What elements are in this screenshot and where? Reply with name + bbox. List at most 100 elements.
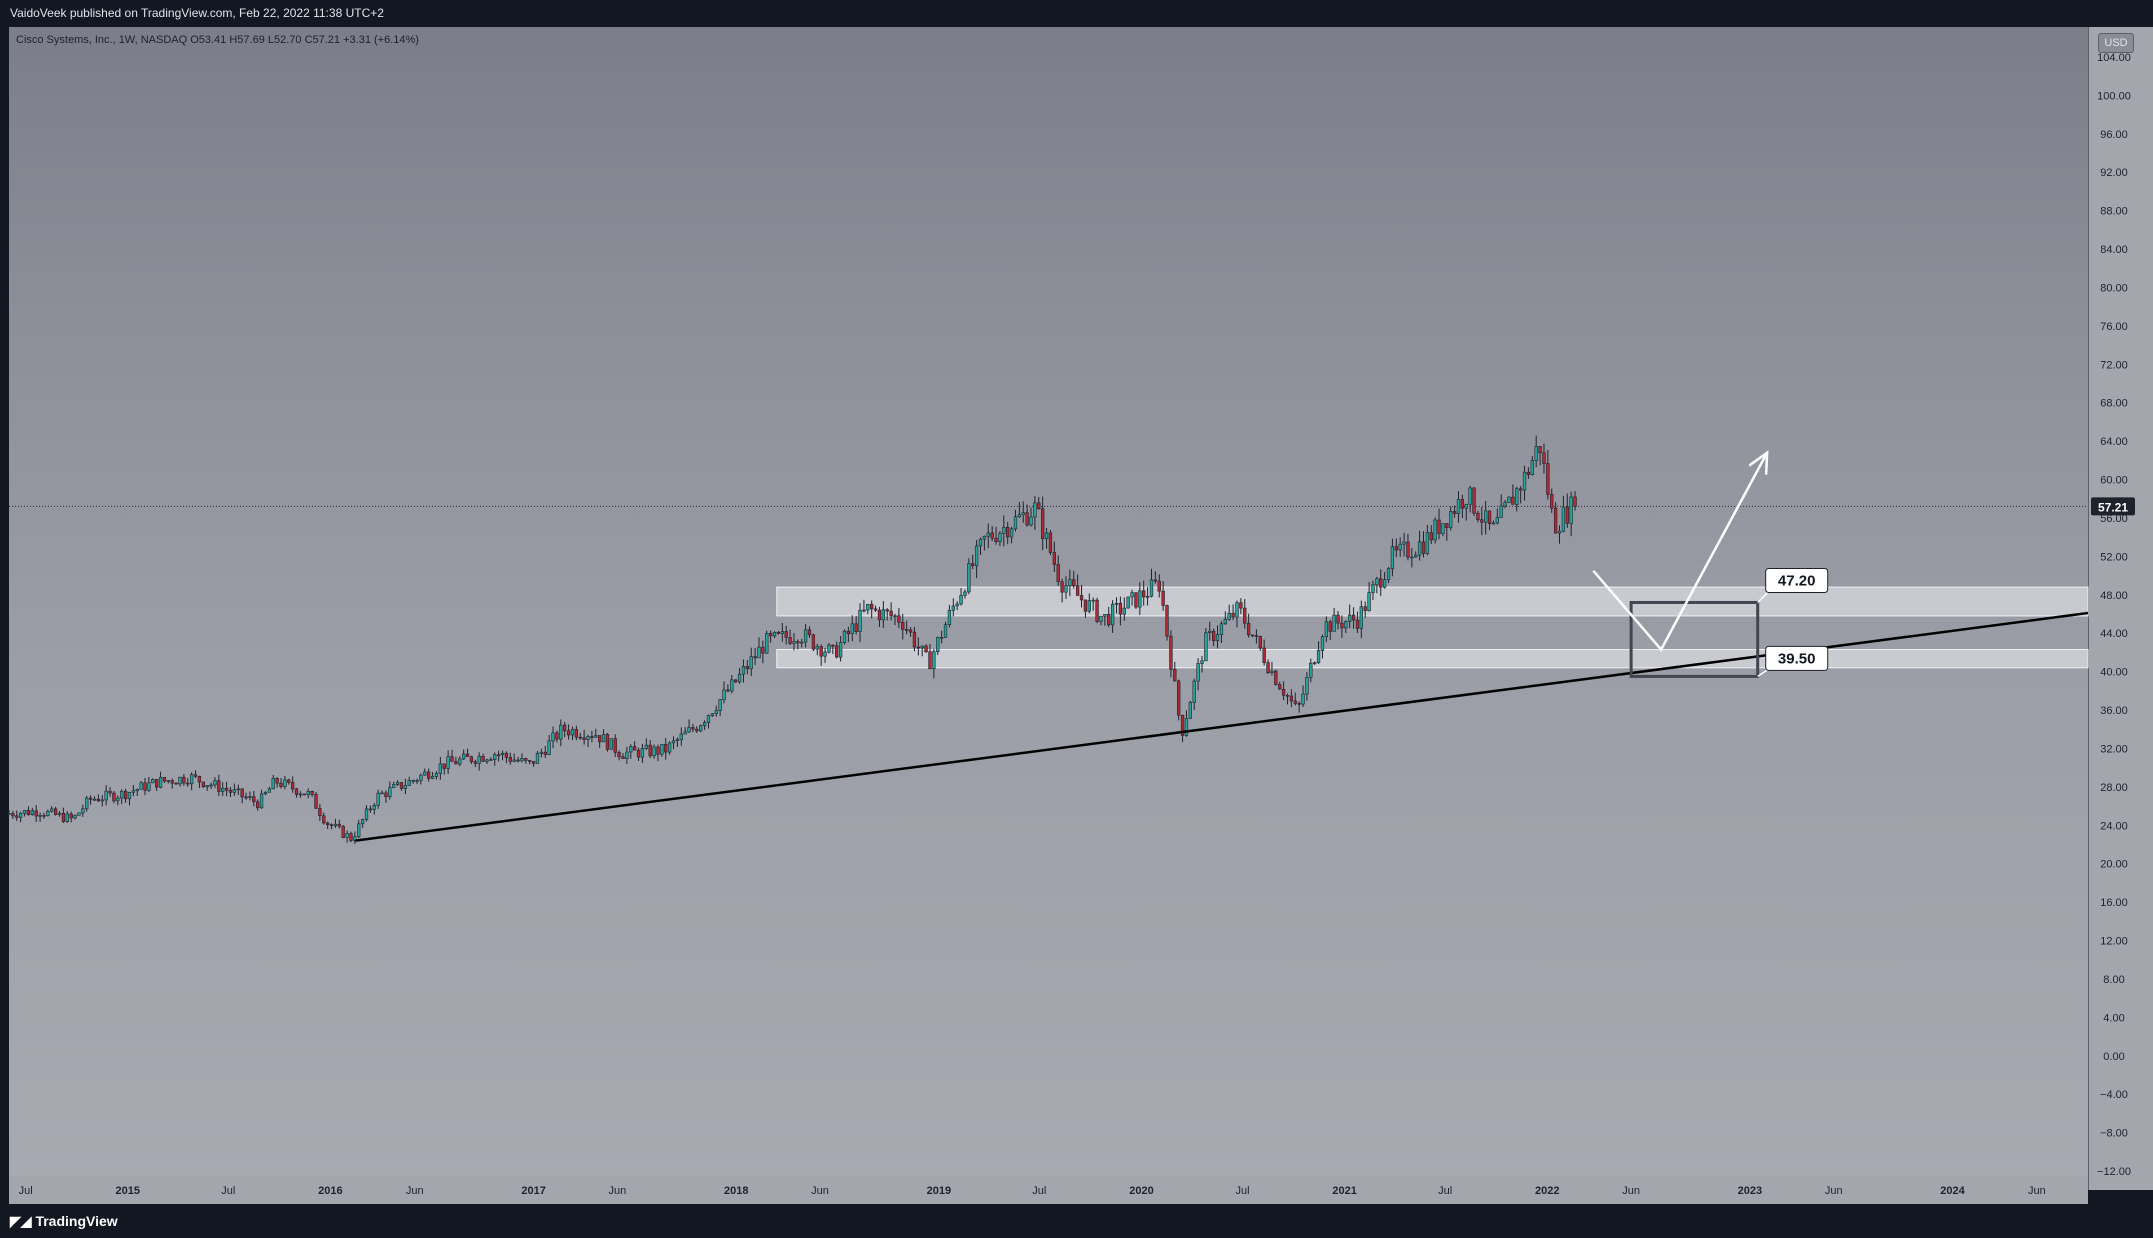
annotation-box [1765, 567, 1829, 593]
candle-body [986, 532, 990, 537]
candle-body [1351, 614, 1356, 621]
candle-body [189, 774, 194, 785]
candle-body [1402, 541, 1406, 545]
candle-body [1068, 579, 1072, 587]
candle-body [1134, 592, 1138, 608]
candle-body [671, 740, 676, 744]
candle-body [943, 624, 948, 638]
candle-body [1355, 619, 1360, 629]
candle-body [209, 784, 213, 787]
candle-body [271, 778, 275, 790]
candle-body [298, 793, 303, 796]
price-tick-label: 100.00 [2097, 90, 2131, 102]
price-tick-label: 32.00 [2100, 743, 2128, 755]
candle-body [1313, 662, 1317, 664]
candle-body [796, 641, 800, 644]
currency-badge[interactable]: USD [2098, 33, 2134, 53]
candle-body [1184, 718, 1189, 736]
candle-body [734, 679, 738, 683]
price-axis[interactable] [2088, 27, 2153, 1190]
candle-body [1246, 622, 1251, 636]
candle-body [625, 751, 629, 759]
price-tick-label: 24.00 [2100, 820, 2128, 832]
time-tick-label: Jul [1438, 1185, 1452, 1197]
candle-body [1344, 621, 1348, 629]
candle-body [765, 633, 769, 654]
candle-body [1072, 579, 1076, 587]
candle-body [1530, 460, 1534, 475]
price-tick-label: −12.00 [2097, 1166, 2131, 1178]
candle-body [228, 789, 233, 793]
candle-body [1546, 463, 1550, 495]
candle-body [866, 603, 870, 611]
candle-body [1006, 526, 1010, 538]
candle-body [590, 736, 594, 738]
candle-body [1048, 532, 1053, 553]
candle-body [1274, 670, 1278, 685]
candle-body [648, 744, 652, 757]
price-tick-label: 20.00 [2100, 859, 2128, 871]
candle-body [811, 634, 816, 650]
time-tick-label: 2017 [521, 1185, 545, 1197]
candle-body [364, 808, 369, 820]
candle-body [939, 637, 944, 639]
candle-body [259, 793, 264, 809]
candle-body [718, 699, 722, 711]
candle-body [768, 633, 773, 637]
candle-body [244, 796, 248, 799]
candle-body [1180, 714, 1185, 736]
candle-body [629, 746, 633, 753]
candle-body [306, 790, 310, 795]
candle-body [897, 615, 901, 623]
candle-body [667, 742, 672, 753]
current-price-badge [2091, 497, 2135, 516]
candle-body [473, 761, 477, 764]
candle-body [1433, 519, 1437, 541]
candle-body [1099, 615, 1103, 622]
candle-body [862, 609, 866, 612]
candle-body [1278, 684, 1282, 690]
candle-body [1254, 635, 1259, 637]
candle-body [516, 759, 520, 762]
candle-body [978, 538, 983, 547]
candle-body [1429, 532, 1433, 541]
candle-body [38, 815, 42, 817]
price-tick-label: 96.00 [2100, 129, 2128, 141]
tradingview-logo[interactable]: ◤◢ TradingView [10, 1213, 118, 1230]
candle-body [1204, 632, 1208, 662]
candle-body [1561, 506, 1566, 532]
candle-body [582, 737, 586, 740]
price-tick-label: 36.00 [2100, 705, 2128, 717]
price-tick-label: 60.00 [2100, 475, 2128, 487]
candle-body [1266, 662, 1270, 673]
price-tick-label: 0.00 [2103, 1051, 2124, 1063]
candle-body [520, 758, 524, 762]
candle-body [947, 609, 952, 626]
candle-body [652, 746, 656, 757]
candle-body [656, 746, 660, 755]
candle-body [835, 645, 839, 658]
candle-body [485, 759, 489, 762]
candle-body [1573, 496, 1577, 507]
candle-body [294, 788, 299, 795]
candle-body [566, 730, 571, 736]
candle-body [1511, 496, 1515, 505]
candle-body [360, 819, 365, 825]
candle-body [263, 791, 268, 795]
candle-body [1079, 595, 1084, 601]
footer-bar: ◤◢ TradingView [0, 1204, 2153, 1238]
candle-body [1507, 496, 1511, 503]
price-tick-label: −4.00 [2100, 1089, 2128, 1101]
candle-body [1441, 523, 1445, 534]
candle-body [1021, 512, 1025, 515]
candle-body [7, 813, 11, 815]
candle-body [722, 689, 726, 701]
candle-body [221, 787, 225, 792]
candle-body [1145, 595, 1150, 598]
time-axis[interactable] [9, 1176, 2088, 1204]
candle-body [749, 656, 753, 670]
candle-body [329, 824, 334, 827]
candle-body [205, 785, 209, 788]
candle-body [974, 545, 979, 567]
